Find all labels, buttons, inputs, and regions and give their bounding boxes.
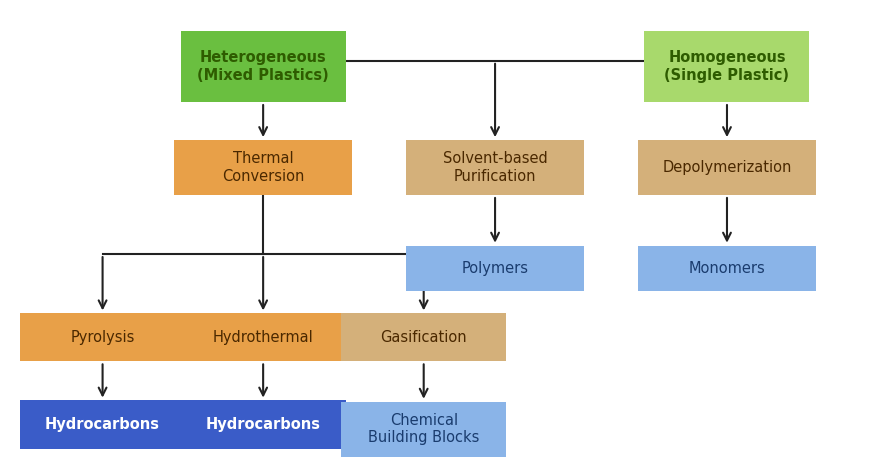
FancyBboxPatch shape	[180, 31, 345, 102]
Text: Solvent-based
Purification: Solvent-based Purification	[442, 151, 548, 184]
Text: Pyrolysis: Pyrolysis	[70, 330, 135, 345]
FancyBboxPatch shape	[180, 400, 345, 449]
Text: Depolymerization: Depolymerization	[662, 160, 792, 175]
FancyBboxPatch shape	[174, 140, 352, 195]
FancyBboxPatch shape	[341, 313, 506, 362]
FancyBboxPatch shape	[406, 246, 584, 291]
Text: Hydrocarbons: Hydrocarbons	[206, 417, 320, 432]
Text: Heterogeneous
(Mixed Plastics): Heterogeneous (Mixed Plastics)	[197, 50, 329, 83]
Text: Homogeneous
(Single Plastic): Homogeneous (Single Plastic)	[665, 50, 789, 83]
FancyBboxPatch shape	[21, 400, 186, 449]
Text: Hydrothermal: Hydrothermal	[213, 330, 313, 345]
Text: Gasification: Gasification	[380, 330, 467, 345]
FancyBboxPatch shape	[21, 313, 186, 362]
Text: Monomers: Monomers	[689, 261, 765, 276]
FancyBboxPatch shape	[638, 140, 816, 195]
FancyBboxPatch shape	[180, 313, 345, 362]
Text: Hydrocarbons: Hydrocarbons	[45, 417, 160, 432]
FancyBboxPatch shape	[341, 402, 506, 457]
Text: Chemical
Building Blocks: Chemical Building Blocks	[368, 413, 479, 445]
FancyBboxPatch shape	[644, 31, 810, 102]
Text: Polymers: Polymers	[461, 261, 529, 276]
Text: Thermal
Conversion: Thermal Conversion	[222, 151, 304, 184]
FancyBboxPatch shape	[638, 246, 816, 291]
FancyBboxPatch shape	[406, 140, 584, 195]
